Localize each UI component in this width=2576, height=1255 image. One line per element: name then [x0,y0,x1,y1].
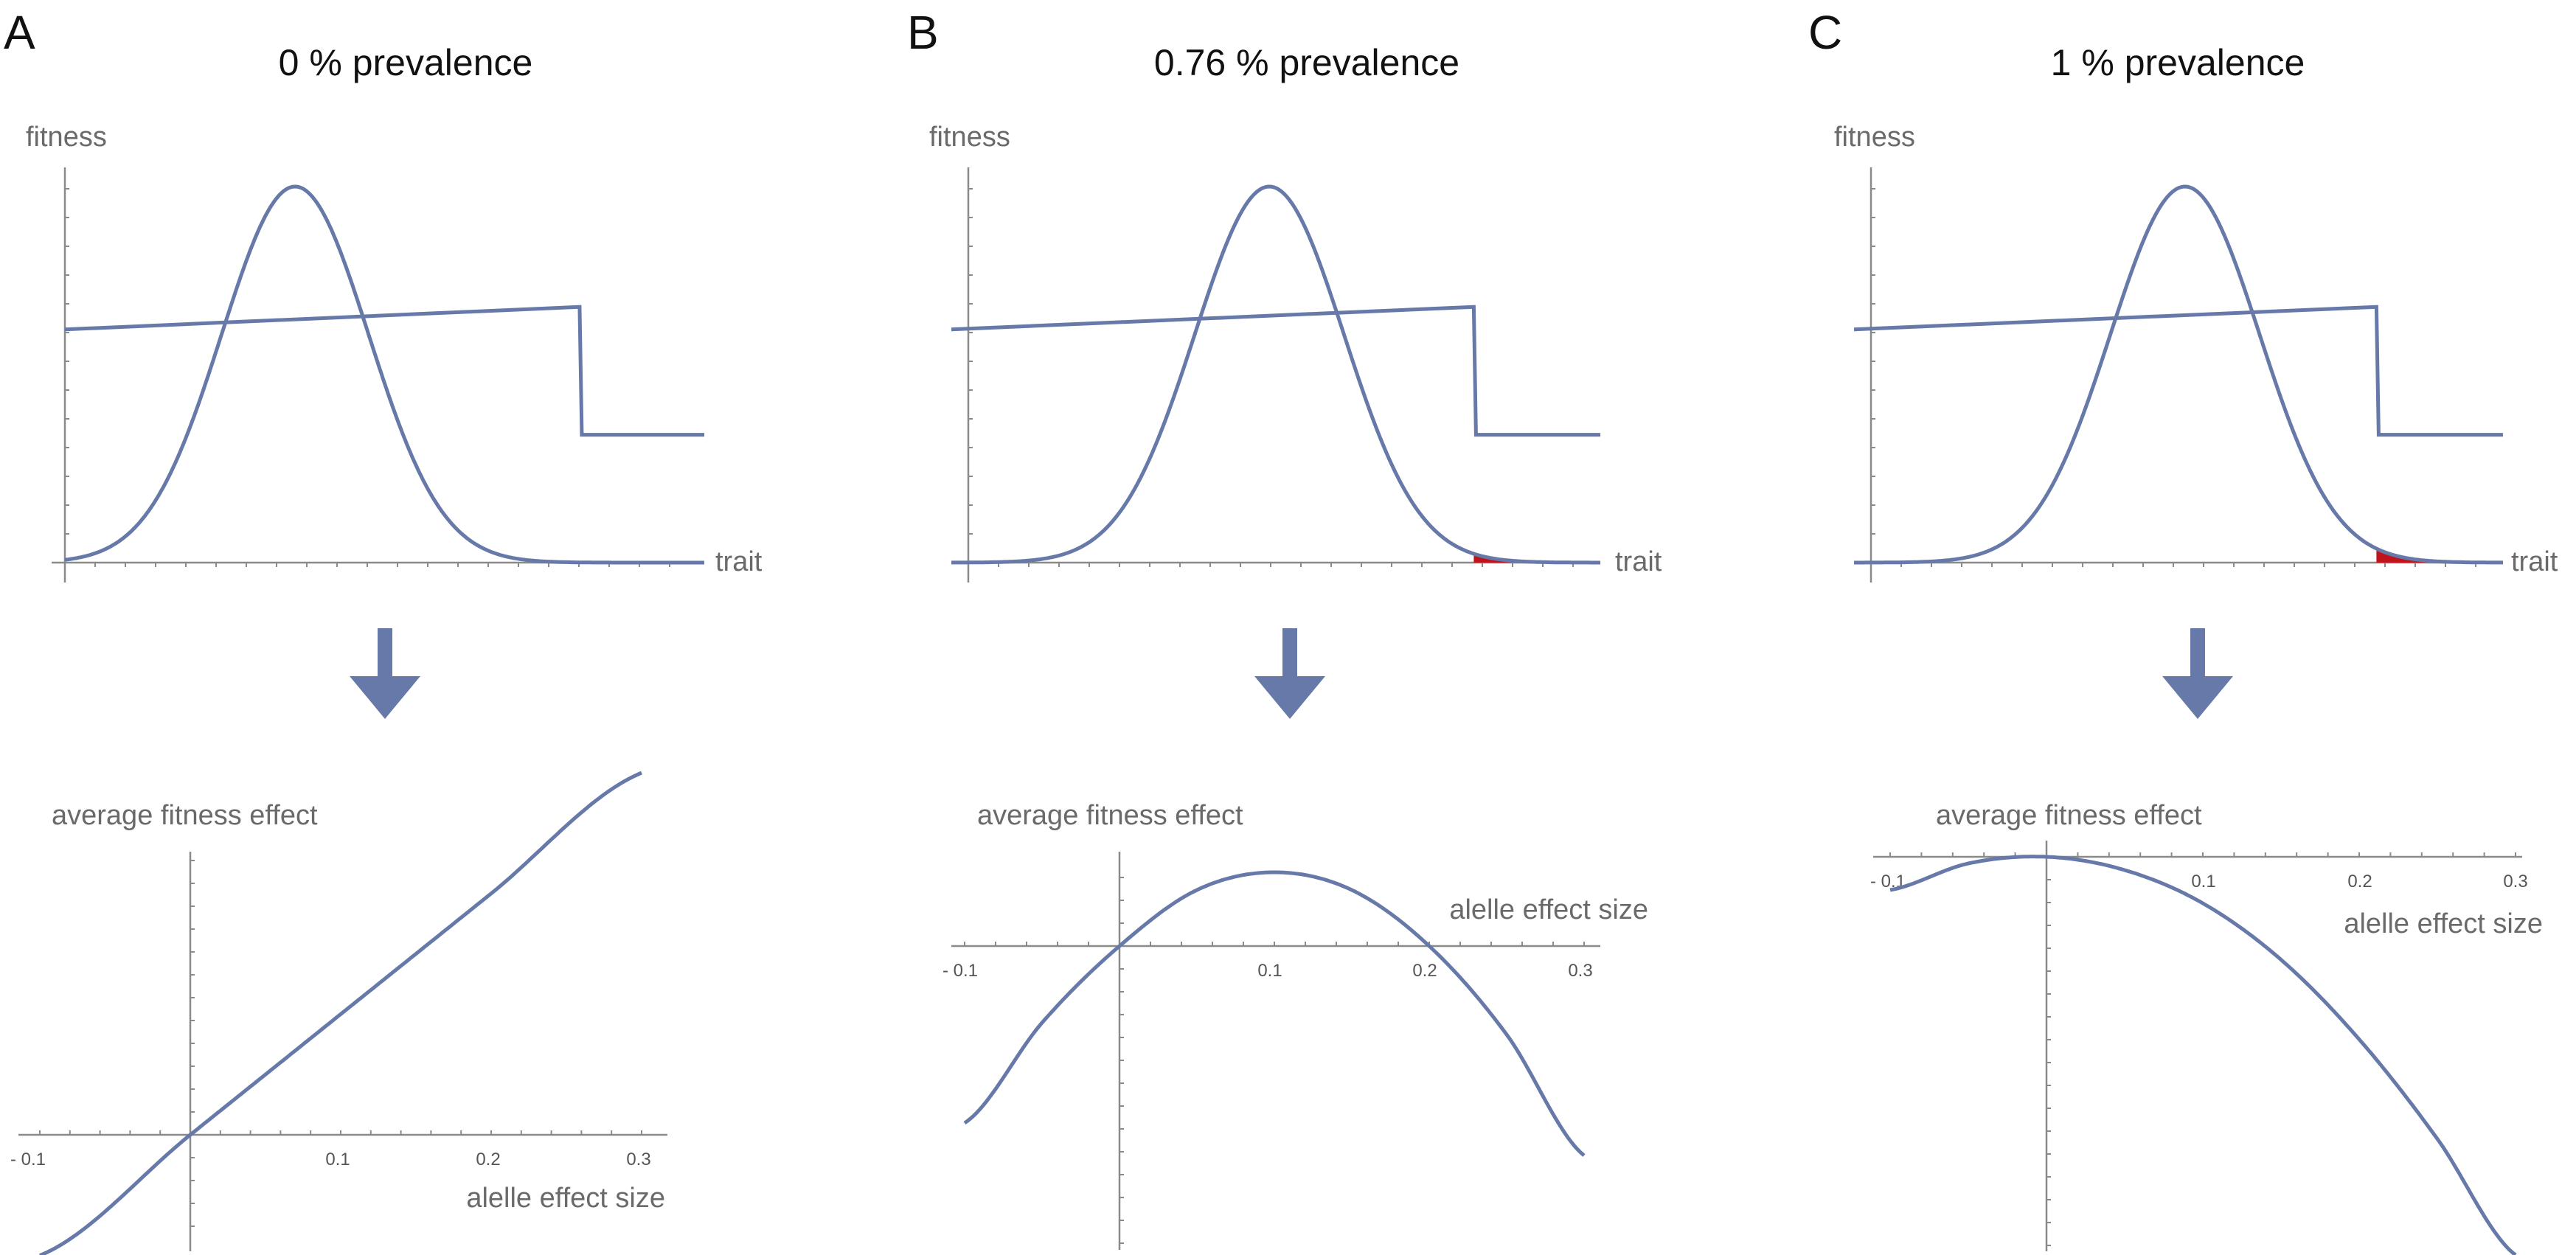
fitness-function-line [64,305,704,437]
x-tick-label: - 0.1 [10,1150,46,1169]
y-axis-ticks [2046,879,2051,1246]
x-axis-label: trait [715,546,763,577]
x-axis-ticks [964,942,1585,946]
x-tick-label: 0.1 [1257,961,1282,981]
x-axis-label: alelle effect size [2344,908,2543,939]
x-axis-label: trait [2511,546,2558,577]
x-tick-label: 0.1 [2191,872,2215,891]
average-fitness-effect-line [963,870,1586,1157]
trait-distribution-curve [951,184,1600,565]
average-fitness-effect-plot: average fitness effect - 0.1 0.1 0.2 0.3… [10,771,667,1255]
trait-fitness-plot: fitness trait [929,122,1662,583]
x-axis-ticks [39,1130,642,1135]
panel-title: 0 % prevalence [279,42,533,83]
trait-fitness-plot: fitness trait [26,122,763,583]
panel-letter: A [4,6,35,59]
x-tick-label: - 0.1 [942,961,978,981]
arrow-head [350,676,420,719]
y-axis-label: average fitness effect [977,800,1243,831]
y-axis-ticks [1119,877,1124,1244]
average-fitness-effect-plot: average fitness effect - 0.1 0.1 0.2 0.3… [1870,800,2543,1255]
arrow-shaft [1282,628,1297,676]
x-tick-label: 0.2 [476,1150,500,1169]
panel-letter: B [907,6,939,59]
y-axis-label: fitness [929,122,1010,153]
x-tick-label: 0.3 [1568,961,1592,981]
y-axis-ticks [190,860,195,1227]
panel-c: C 1 % prevalence fitness trait average f… [1808,6,2558,1255]
y-axis-label: fitness [1834,122,1915,153]
panel-title: 0.76 % prevalence [1154,42,1459,83]
down-arrow [1254,628,1325,719]
down-arrow [350,628,420,719]
average-fitness-effect-line [39,771,642,1255]
x-axis-label: trait [1615,546,1662,577]
fitness-function-line [1853,305,2503,437]
arrow-shaft [378,628,392,676]
panel-a: A 0 % prevalence fitness trait average f… [4,6,763,1255]
panel-letter: C [1808,6,1842,59]
y-axis-label: average fitness effect [52,800,318,831]
trait-distribution-curve [64,184,704,565]
panel-title: 1 % prevalence [2051,42,2305,83]
y-axis-ticks [1871,188,1875,535]
average-fitness-effect-line [1889,855,2517,1255]
x-axis-ticks [1889,852,2516,857]
x-tick-label: 0.2 [1412,961,1437,981]
arrow-head [2162,676,2233,719]
x-tick-label: 0.2 [2347,872,2372,891]
x-axis-label: alelle effect size [1449,894,1648,925]
y-axis-ticks [968,188,973,535]
y-axis-label: fitness [26,122,107,153]
fitness-function-line [951,305,1600,437]
y-axis-label: average fitness effect [1936,800,2202,831]
x-axis-ticks [94,563,670,567]
down-arrow [2162,628,2233,719]
x-axis-ticks [998,563,1574,567]
trait-distribution-curve [1854,184,2503,565]
x-tick-label: 0.1 [325,1150,350,1169]
x-tick-label: 0.3 [2503,872,2527,891]
y-axis-ticks [65,188,69,535]
trait-fitness-plot: fitness trait [1834,122,2558,583]
x-axis-label: alelle effect size [466,1183,665,1214]
x-tick-label: 0.3 [626,1150,650,1169]
arrow-shaft [2190,628,2205,676]
arrow-head [1254,676,1325,719]
panel-b: B 0.76 % prevalence fitness trait averag… [907,6,1662,1250]
average-fitness-effect-plot: average fitness effect - 0.1 0.1 0.2 0.3… [942,800,1648,1250]
